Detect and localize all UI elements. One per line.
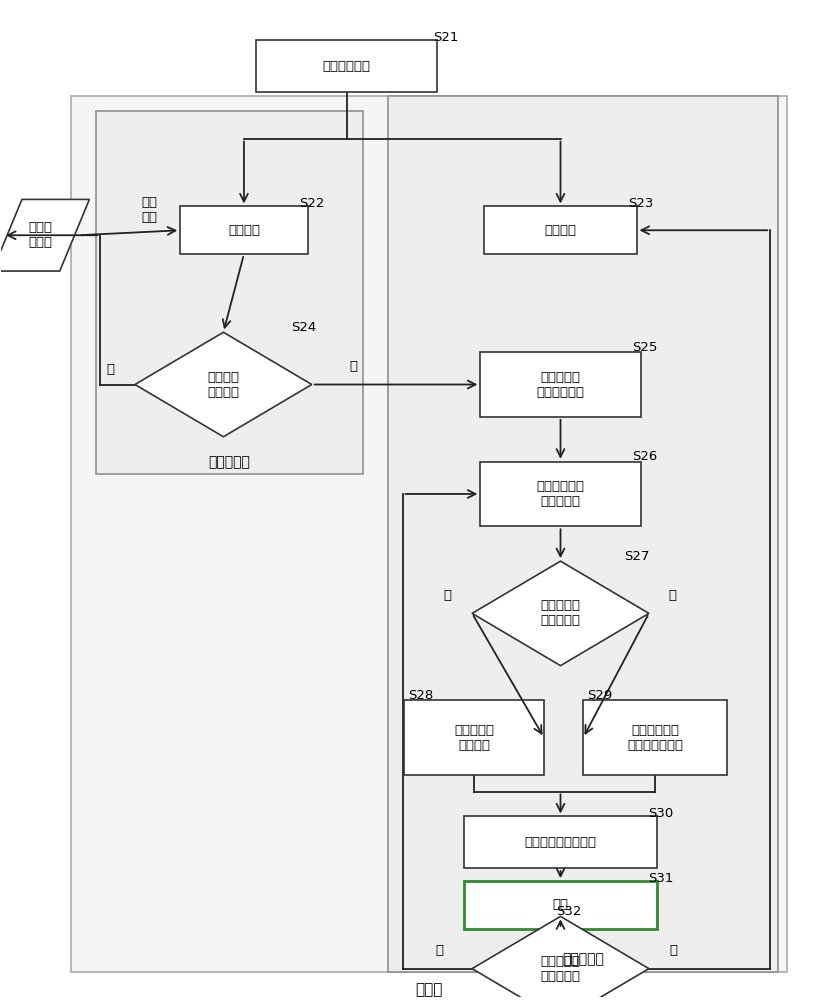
Text: 否: 否	[668, 589, 676, 602]
Text: S21: S21	[432, 31, 458, 44]
Polygon shape	[472, 561, 649, 666]
FancyBboxPatch shape	[180, 206, 308, 254]
Text: S23: S23	[628, 197, 653, 210]
FancyBboxPatch shape	[404, 700, 544, 775]
Text: S32: S32	[556, 905, 582, 918]
Text: 方法
调用: 方法 调用	[141, 196, 158, 224]
Text: 是否大于队
列长度阈值: 是否大于队 列长度阈值	[540, 599, 581, 627]
FancyBboxPatch shape	[257, 40, 437, 92]
Text: 虚拟机初始化: 虚拟机初始化	[323, 60, 370, 73]
Polygon shape	[472, 916, 649, 1000]
Polygon shape	[135, 332, 312, 437]
FancyBboxPatch shape	[464, 816, 657, 868]
Text: 是: 是	[670, 944, 677, 957]
Text: 移除选定的热点方法: 移除选定的热点方法	[525, 836, 596, 849]
FancyBboxPatch shape	[480, 462, 641, 526]
FancyBboxPatch shape	[480, 352, 641, 417]
Text: S24: S24	[291, 321, 316, 334]
FancyBboxPatch shape	[71, 96, 786, 972]
Polygon shape	[0, 199, 89, 271]
Text: 将热点方法
加入编译队列: 将热点方法 加入编译队列	[536, 371, 584, 399]
Text: 解释执行: 解释执行	[228, 224, 260, 237]
Text: 选取运行速度
最大的热点方法: 选取运行速度 最大的热点方法	[627, 724, 683, 752]
Text: S31: S31	[648, 872, 674, 885]
Text: 是否属于
热点方法: 是否属于 热点方法	[207, 371, 239, 399]
Text: 等待编译: 等待编译	[544, 224, 577, 237]
Text: S28: S28	[408, 689, 434, 702]
Text: 否: 否	[436, 944, 443, 957]
Text: S22: S22	[299, 197, 324, 210]
Text: S25: S25	[632, 341, 658, 354]
Text: S29: S29	[587, 689, 612, 702]
Text: 否: 否	[106, 363, 115, 376]
Text: S27: S27	[624, 550, 649, 563]
FancyBboxPatch shape	[388, 96, 779, 972]
Text: 当前编译队
列是否为空: 当前编译队 列是否为空	[540, 955, 581, 983]
Text: 选取最小的
热点方法: 选取最小的 热点方法	[455, 724, 494, 752]
Text: 解释器线程: 解释器线程	[209, 455, 251, 469]
Text: 虚拟机: 虚拟机	[415, 982, 443, 997]
Text: 编译: 编译	[553, 898, 568, 911]
FancyBboxPatch shape	[583, 700, 727, 775]
Text: S26: S26	[632, 450, 658, 463]
FancyBboxPatch shape	[484, 206, 637, 254]
Text: 程序方
法集合: 程序方 法集合	[29, 221, 53, 249]
Text: S30: S30	[648, 807, 674, 820]
Text: 获取当前编译
队列的长度: 获取当前编译 队列的长度	[536, 480, 584, 508]
Text: 是: 是	[349, 360, 357, 373]
Text: 是: 是	[444, 589, 451, 602]
FancyBboxPatch shape	[96, 111, 363, 474]
Text: 编译器线程: 编译器线程	[562, 953, 604, 967]
FancyBboxPatch shape	[464, 881, 657, 929]
